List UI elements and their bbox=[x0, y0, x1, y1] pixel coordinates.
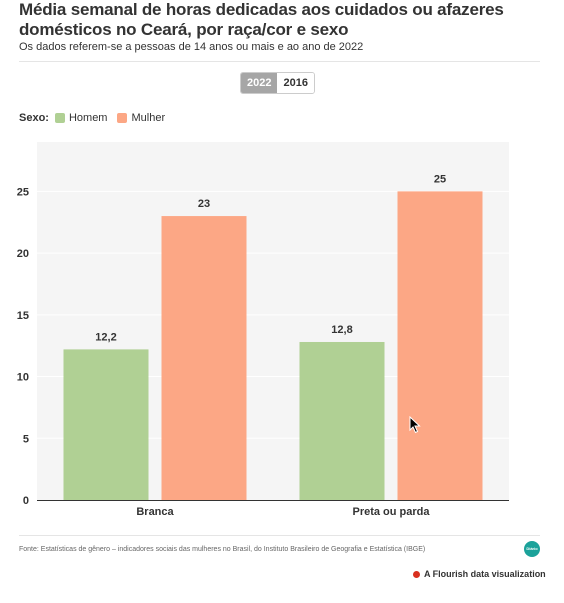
data-label: 25 bbox=[434, 173, 446, 185]
chart-title: Média semanal de horas dedicadas aos cui… bbox=[19, 0, 504, 39]
mouse-cursor-icon bbox=[409, 416, 421, 434]
source-note: Fonte: Estatísticas de gênero – indicado… bbox=[19, 546, 426, 553]
legend-label: Sexo: bbox=[19, 112, 49, 124]
publisher-logo: Diário bbox=[524, 541, 540, 557]
y-tick-label: 15 bbox=[17, 310, 29, 322]
bar-mulher bbox=[397, 191, 483, 500]
x-category-label: Preta ou parda bbox=[352, 506, 430, 518]
x-category-label: Branca bbox=[136, 506, 174, 518]
y-tick-label: 25 bbox=[17, 186, 29, 198]
footer-divider bbox=[19, 535, 540, 536]
legend-text-homem: Homem bbox=[68, 112, 108, 124]
flourish-credit-text: A Flourish data visualization bbox=[424, 569, 546, 579]
year-option-2016[interactable]: 2016 bbox=[277, 73, 314, 93]
bar-homem bbox=[63, 349, 149, 500]
flourish-logo-icon bbox=[413, 570, 420, 578]
y-tick-label: 10 bbox=[17, 372, 29, 384]
legend-swatch-mulher bbox=[117, 113, 128, 123]
flourish-credit[interactable]: A Flourish data visualization bbox=[413, 569, 546, 579]
y-tick-label: 0 bbox=[23, 495, 29, 507]
y-tick-label: 5 bbox=[23, 433, 29, 445]
bar-homem bbox=[299, 341, 385, 500]
legend-item-mulher[interactable]: Mulher bbox=[117, 112, 165, 124]
chart-subtitle: Os dados referem-se a pessoas de 14 anos… bbox=[19, 41, 364, 53]
legend: Sexo: Homem Mulher bbox=[19, 112, 175, 124]
header-divider bbox=[19, 61, 540, 62]
legend-item-homem[interactable]: Homem bbox=[54, 112, 108, 124]
bar-mulher bbox=[161, 216, 247, 500]
legend-swatch-homem bbox=[54, 113, 65, 123]
bar-chart: 0 5 10 15 20 25 12,2 23 Branca 12,8 25 Preta ou par… bbox=[17, 142, 509, 518]
legend-text-mulher: Mulher bbox=[131, 112, 166, 124]
data-label: 12,2 bbox=[95, 331, 116, 343]
data-label: 23 bbox=[198, 198, 210, 210]
y-tick-label: 20 bbox=[17, 248, 29, 260]
year-option-2022[interactable]: 2022 bbox=[241, 73, 278, 93]
year-toggle[interactable]: 2022 2016 bbox=[240, 72, 315, 94]
data-label: 12,8 bbox=[331, 324, 352, 336]
